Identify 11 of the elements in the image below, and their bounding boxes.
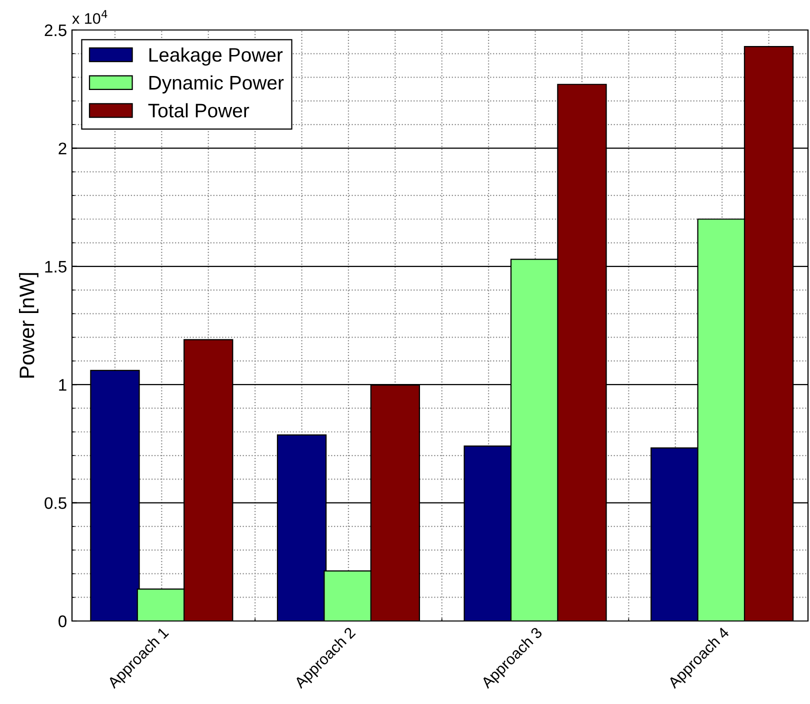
- text: x 10$^{4}$: [72, 10, 108, 24]
- y-tick-label: 0.5: [44, 497, 66, 510]
- legend-label: Dynamic Power: [149, 75, 284, 94]
- legend-label: Total Power: [148, 103, 250, 118]
- y-tick-label: 0: [58, 615, 66, 628]
- legend-label: Leakage Power: [149, 48, 283, 66]
- y-tick-label: 2.5: [44, 24, 66, 36]
- y-tick-label: 1: [59, 379, 66, 391]
- y-tick-label: 1.5: [45, 260, 66, 273]
- y-axis-title: Power [nW]: [18, 273, 38, 378]
- y-tick-label: 2: [58, 142, 66, 154]
